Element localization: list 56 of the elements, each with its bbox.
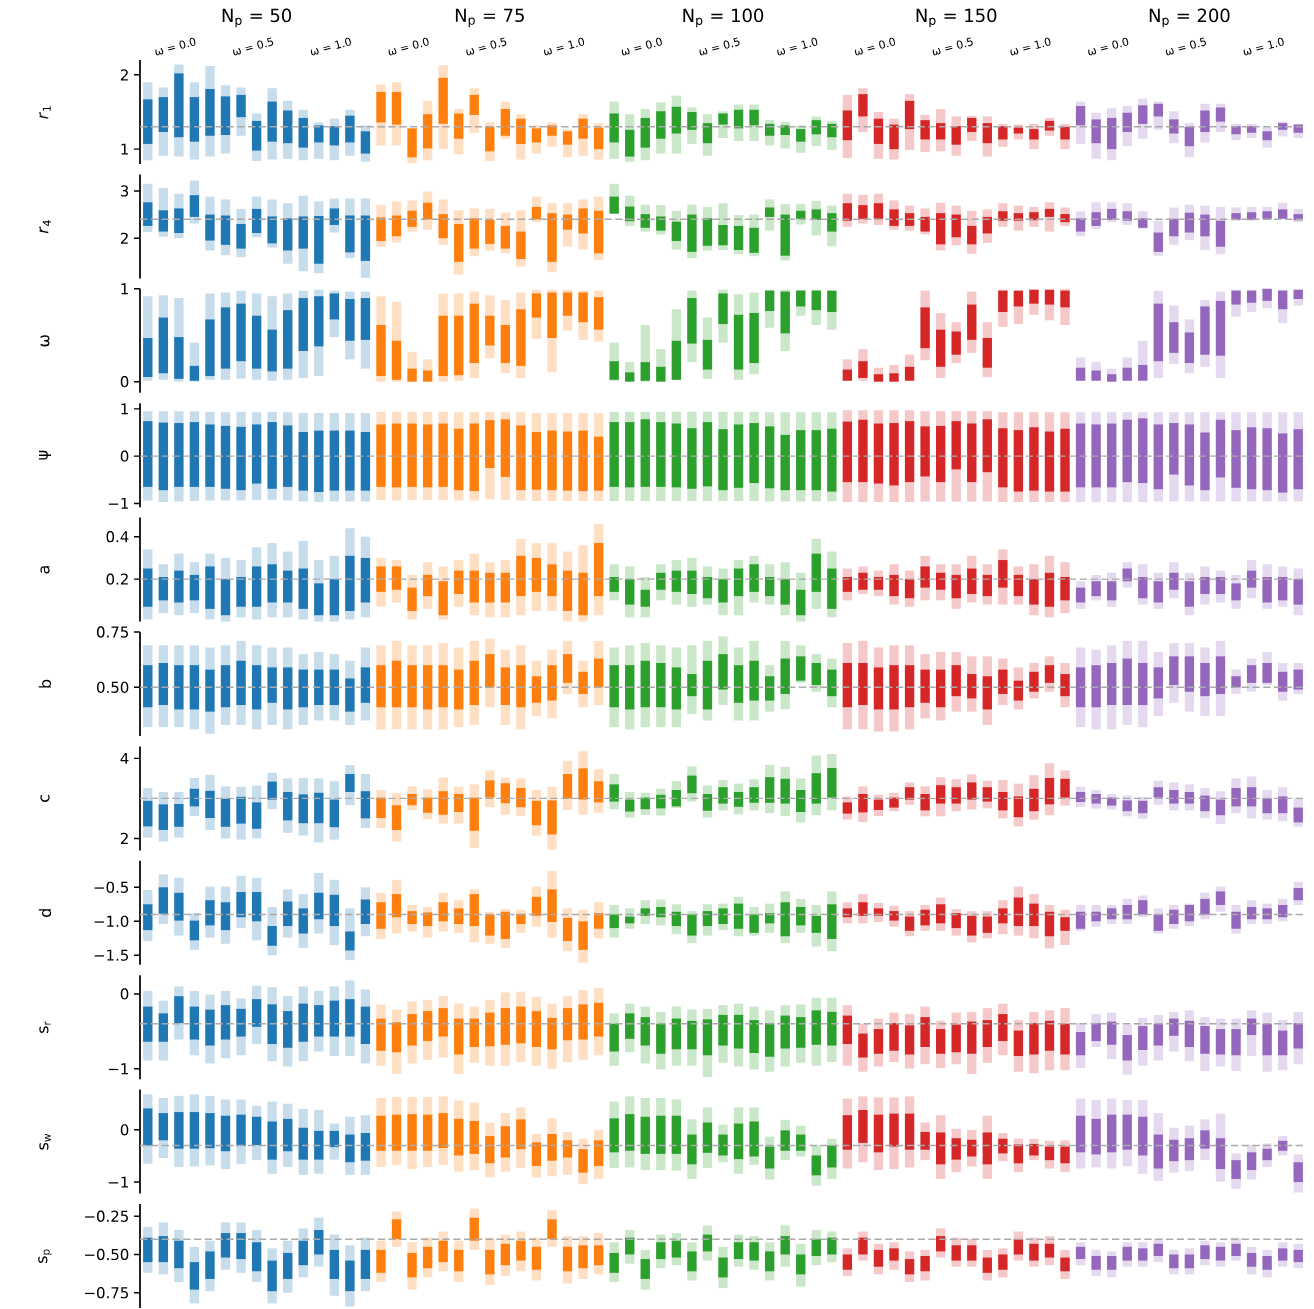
- y-tick-label: 4: [120, 752, 129, 764]
- y-axis-title: r$_{1}$: [39, 106, 51, 119]
- y-tick-label: −1: [108, 1176, 128, 1188]
- y-tick-label: 0.75: [97, 626, 128, 638]
- y-tick-label: −0.25: [85, 1210, 128, 1222]
- text: ω = 1.0: [310, 37, 351, 56]
- text: ω = 1.0: [544, 37, 585, 56]
- y-tick-label: 1: [121, 403, 128, 415]
- y-axis-title: r$_{4}$: [39, 220, 51, 234]
- text: ω = 0.5: [1165, 37, 1206, 56]
- y-tick-label: −1: [108, 497, 128, 509]
- text: ω = 1.0: [777, 37, 818, 56]
- y-tick-label: 0.2: [106, 573, 128, 585]
- y-axis-title: c: [40, 795, 50, 802]
- y-axis-title: ω: [40, 335, 50, 347]
- y-axis-title: s$_{p}$: [38, 1249, 52, 1264]
- text: ω = 0.5: [466, 37, 507, 56]
- y-axis-title: d: [38, 909, 52, 917]
- y-axis-title: s$_{w}$: [39, 1133, 51, 1150]
- text: N$_{p}$ = 200: [1149, 8, 1230, 28]
- y-tick-label: −1.0: [94, 915, 129, 927]
- y-tick-label: −0.75: [85, 1287, 128, 1299]
- y-tick-label: 0: [120, 450, 129, 462]
- y-tick-label: 0: [120, 1124, 129, 1136]
- text: N$_{p}$ = 50: [222, 8, 292, 28]
- y-axis-title: a: [40, 566, 50, 574]
- y-tick-label: 2: [120, 832, 128, 844]
- text: ω = 0.5: [932, 37, 973, 56]
- text: N$_{p}$ = 150: [916, 8, 997, 28]
- text: ω = 0.0: [621, 37, 662, 56]
- y-tick-label: 2: [120, 232, 128, 244]
- y-axis-title: ψ: [38, 450, 52, 460]
- y-tick-label: −1.5: [94, 949, 129, 961]
- y-tick-label: 1: [121, 283, 128, 295]
- text: ω = 0.5: [233, 37, 274, 56]
- text: ω = 0.0: [155, 37, 196, 56]
- y-axis-title: s$_{r}$: [39, 1021, 51, 1034]
- text: ω = 1.0: [1243, 37, 1284, 56]
- text: N$_{p}$ = 100: [683, 8, 764, 28]
- y-tick-label: −0.5: [94, 881, 129, 893]
- y-tick-label: 0: [120, 988, 129, 1000]
- y-tick-label: 3: [120, 185, 129, 197]
- y-tick-label: −0.50: [85, 1248, 129, 1261]
- text: N$_{p}$ = 75: [455, 8, 524, 28]
- y-tick-label: 0: [120, 376, 129, 388]
- text: ω = 0.5: [699, 37, 740, 56]
- y-tick-label: 1: [121, 143, 128, 155]
- text: ω = 0.0: [1088, 37, 1129, 56]
- y-axis-title: b: [38, 679, 52, 688]
- y-tick-label: −1: [108, 1063, 128, 1075]
- y-tick-label: 2: [120, 69, 128, 81]
- text: ω = 1.0: [1010, 37, 1051, 56]
- text: ω = 0.0: [388, 37, 429, 56]
- text: ω = 0.0: [854, 37, 896, 56]
- y-tick-label: 0.50: [97, 681, 129, 693]
- y-tick-label: 0.4: [106, 531, 129, 543]
